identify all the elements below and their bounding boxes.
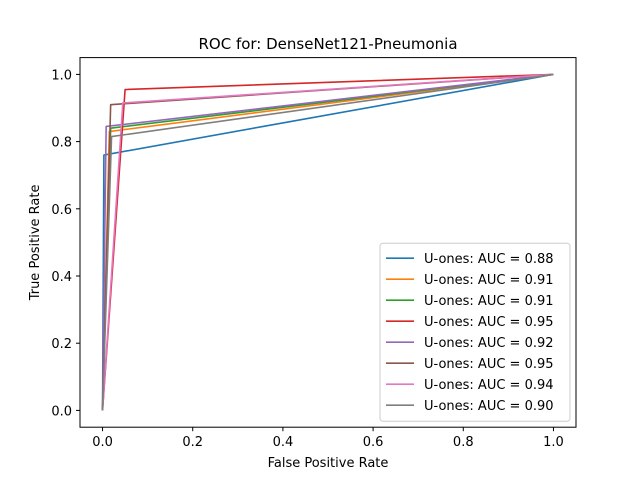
legend-label-7: U-ones: AUC = 0.90 — [424, 399, 554, 414]
plot-area-frame — [79, 57, 577, 428]
y-tick-label-3: 0.6 — [51, 203, 72, 218]
ticks-layer: 0.0 0.2 0.4 0.6 0.8 1.0 0.0 0.2 0.4 0.6 0.8 1.0 — [51, 68, 563, 450]
x-tick-label-5: 1.0 — [543, 435, 564, 450]
y-tick-label-0: 0.0 — [51, 404, 72, 419]
legend-label-2: U-ones: AUC = 0.91 — [424, 294, 554, 309]
x-tick-label-2: 0.4 — [273, 435, 294, 450]
y-tick-label-5: 1.0 — [51, 68, 72, 83]
x-tick-label-1: 0.2 — [182, 435, 203, 450]
legend-label-0: U-ones: AUC = 0.88 — [424, 252, 554, 267]
y-tick-label-1: 0.2 — [51, 337, 72, 352]
legend-label-5: U-ones: AUC = 0.95 — [424, 357, 554, 372]
y-axis-label: True Positive Rate — [28, 184, 43, 301]
legend-label-4: U-ones: AUC = 0.92 — [424, 336, 554, 351]
legend: U-ones: AUC = 0.88 U-ones: AUC = 0.91 U-on… — [379, 242, 571, 422]
y-tick-label-2: 0.4 — [51, 270, 72, 285]
legend-label-1: U-ones: AUC = 0.91 — [424, 273, 554, 288]
legend-label-6: U-ones: AUC = 0.94 — [424, 378, 554, 393]
x-tick-label-3: 0.6 — [363, 435, 384, 450]
chart-title: ROC for: DenseNet121-Pneumonia — [198, 35, 457, 53]
y-tick-label-4: 0.8 — [51, 136, 72, 151]
series-line-4 — [101, 73, 554, 411]
series-line-6 — [101, 73, 554, 411]
legend-box — [379, 242, 571, 422]
series-layer — [101, 73, 554, 411]
series-line-7 — [101, 73, 554, 411]
x-tick-label-4: 0.8 — [453, 435, 474, 450]
x-axis-label: False Positive Rate — [268, 456, 389, 471]
legend-label-3: U-ones: AUC = 0.95 — [424, 315, 554, 330]
x-tick-label-0: 0.0 — [92, 435, 113, 450]
